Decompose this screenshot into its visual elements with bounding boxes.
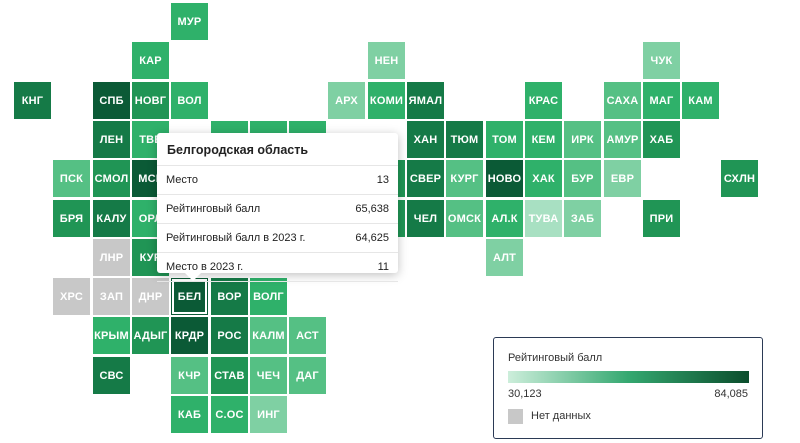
tooltip-row-score-2023: Рейтинговый балл в 2023 г. 64,625 (157, 224, 398, 253)
region-tile-20[interactable]: ХАН (407, 121, 444, 158)
region-tile-38[interactable]: БРЯ (53, 200, 90, 237)
region-tile-2[interactable]: НЕН (368, 42, 405, 79)
region-tile-24[interactable]: ИРК (564, 121, 601, 158)
legend-min-value: 30,123 (508, 388, 542, 400)
region-tile-33[interactable]: НОВО (486, 160, 523, 197)
region-tile-3[interactable]: ЧУК (643, 42, 680, 79)
region-tile-26[interactable]: ХАБ (643, 121, 680, 158)
region-tile-1[interactable]: КАР (132, 42, 169, 79)
region-tile-0[interactable]: МУР (171, 3, 208, 40)
tooltip-rank-2023-value: 11 (377, 261, 389, 273)
legend-nodata-label: Нет данных (531, 410, 591, 422)
legend-title: Рейтинговый балл (508, 352, 603, 364)
region-tile-68[interactable]: КАБ (171, 396, 208, 433)
region-tile-58[interactable]: АДЫГ (132, 317, 169, 354)
region-tile-5[interactable]: СПБ (93, 82, 130, 119)
region-tile-28[interactable]: СМОЛ (93, 160, 130, 197)
region-tile-66[interactable]: ЧЕЧ (250, 357, 287, 394)
region-tile-27[interactable]: ПСК (53, 160, 90, 197)
region-tile-52[interactable]: ЗАП (93, 278, 130, 315)
region-tile-44[interactable]: АЛ.К (486, 200, 523, 237)
region-tile-7[interactable]: ВОЛ (171, 82, 208, 119)
region-tile-51[interactable]: ХРС (53, 278, 90, 315)
region-tile-59[interactable]: КРДР (171, 317, 208, 354)
region-tile-31[interactable]: СВЕР (407, 160, 444, 197)
region-tile-42[interactable]: ЧЕЛ (407, 200, 444, 237)
region-tile-9[interactable]: КОМИ (368, 82, 405, 119)
region-tile-50[interactable]: АЛТ (486, 239, 523, 276)
region-tile-60[interactable]: РОС (211, 317, 248, 354)
region-tile-13[interactable]: МАГ (643, 82, 680, 119)
region-tile-45[interactable]: ТУВА (525, 200, 562, 237)
tooltip-rank-label: Место (166, 174, 198, 186)
region-tile-43[interactable]: ОМСК (446, 200, 483, 237)
region-tile-62[interactable]: АСТ (289, 317, 326, 354)
legend-gradient-bar (508, 371, 749, 383)
tooltip-score-2023-value: 64,625 (355, 232, 389, 244)
region-tile-36[interactable]: ЕВР (604, 160, 641, 197)
region-tile-48[interactable]: ЛНР (93, 239, 130, 276)
region-tile-61[interactable]: КАЛМ (250, 317, 287, 354)
region-tile-25[interactable]: АМУР (604, 121, 641, 158)
region-tile-54[interactable]: БЕЛ (171, 278, 208, 315)
legend: Рейтинговый балл 30,123 84,085 Нет данны… (493, 337, 763, 439)
region-tile-23[interactable]: КЕМ (525, 121, 562, 158)
region-tile-34[interactable]: ХАК (525, 160, 562, 197)
region-tile-15[interactable]: ЛЕН (93, 121, 130, 158)
tooltip-score-value: 65,638 (355, 203, 389, 215)
region-tile-10[interactable]: ЯМАЛ (407, 82, 444, 119)
tooltip-score-2023-label: Рейтинговый балл в 2023 г. (166, 232, 306, 244)
region-tile-21[interactable]: ТЮМ (446, 121, 483, 158)
tooltip-rank-2023-label: Место в 2023 г. (166, 261, 244, 273)
region-tile-14[interactable]: КАМ (682, 82, 719, 119)
tooltip-score-label: Рейтинговый балл (166, 203, 261, 215)
region-tile-47[interactable]: ПРИ (643, 200, 680, 237)
region-tooltip: Белгородская область Место 13 Рейтинговы… (157, 133, 398, 282)
region-tile-63[interactable]: СВС (93, 357, 130, 394)
tooltip-row-rank: Место 13 (157, 166, 398, 195)
region-tile-4[interactable]: КНГ (14, 82, 51, 119)
region-tile-65[interactable]: СТАВ (211, 357, 248, 394)
region-tile-6[interactable]: НОВГ (132, 82, 169, 119)
region-tile-32[interactable]: КУРГ (446, 160, 483, 197)
region-tile-69[interactable]: С.ОС (211, 396, 248, 433)
region-tile-64[interactable]: КЧР (171, 357, 208, 394)
tooltip-rank-value: 13 (376, 174, 389, 186)
region-tile-12[interactable]: САХА (604, 82, 641, 119)
region-tile-67[interactable]: ДАГ (289, 357, 326, 394)
region-tile-70[interactable]: ИНГ (250, 396, 287, 433)
legend-nodata-swatch (508, 409, 523, 424)
tooltip-row-score: Рейтинговый балл 65,638 (157, 195, 398, 224)
region-tile-56[interactable]: ВОЛГ (250, 278, 287, 315)
region-tile-53[interactable]: ДНР (132, 278, 169, 315)
legend-max-value: 84,085 (714, 388, 748, 400)
region-tile-35[interactable]: БУР (564, 160, 601, 197)
region-tile-39[interactable]: КАЛУ (93, 200, 130, 237)
region-tile-55[interactable]: ВОР (211, 278, 248, 315)
tooltip-title: Белгородская область (157, 133, 398, 166)
region-tile-22[interactable]: ТОМ (486, 121, 523, 158)
region-tile-11[interactable]: КРАС (525, 82, 562, 119)
tooltip-pointer (185, 273, 201, 281)
region-tile-57[interactable]: КРЫМ (93, 317, 130, 354)
region-tile-46[interactable]: ЗАБ (564, 200, 601, 237)
region-tile-8[interactable]: АРХ (328, 82, 365, 119)
tooltip-row-rank-2023: Место в 2023 г. 11 (157, 253, 398, 282)
region-tile-37[interactable]: СХЛН (721, 160, 758, 197)
